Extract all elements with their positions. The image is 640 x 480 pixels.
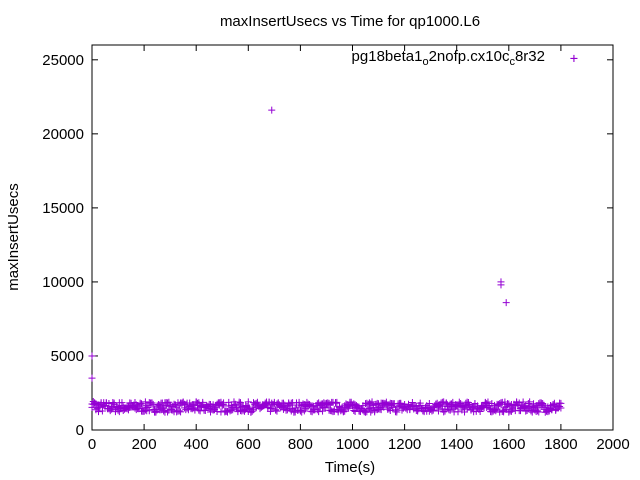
- data-point: [533, 407, 541, 415]
- data-point: [557, 404, 565, 412]
- data-point: [145, 407, 153, 415]
- data-point: [523, 406, 531, 414]
- data-point: [339, 408, 347, 416]
- data-point: [455, 398, 463, 406]
- x-tick-label: 800: [288, 436, 313, 453]
- data-point: [235, 398, 243, 406]
- data-point: [272, 406, 280, 414]
- data-point: [273, 407, 281, 415]
- data-point: [177, 408, 185, 416]
- data-point: [434, 407, 442, 415]
- x-tick-label: 2000: [596, 436, 629, 453]
- data-point: [535, 408, 543, 416]
- legend-label-part-4: c: [509, 56, 515, 68]
- x-tick-label: 400: [184, 436, 209, 453]
- data-point: [141, 398, 149, 406]
- data-point: [248, 407, 256, 415]
- y-tick-label: 25000: [42, 52, 84, 69]
- data-point: [479, 403, 487, 411]
- data-point: [454, 408, 462, 416]
- legend-label-part-1: pg18beta1: [352, 48, 423, 65]
- data-point: [368, 398, 376, 406]
- data-point-outlier: [88, 374, 96, 382]
- data-point: [218, 402, 226, 410]
- data-point: [315, 408, 323, 416]
- y-tick-label: 10000: [42, 274, 84, 291]
- data-point: [136, 399, 144, 407]
- data-point-outlier: [268, 106, 276, 114]
- y-tick-label: 0: [76, 422, 84, 439]
- x-tick-label: 1200: [388, 436, 421, 453]
- data-point: [199, 398, 207, 406]
- x-axis-label: Time(s): [325, 459, 375, 476]
- plot-frame: [91, 44, 614, 431]
- data-point: [88, 403, 96, 411]
- data-point: [95, 408, 103, 416]
- x-tick-label: 200: [132, 436, 157, 453]
- data-point: [332, 399, 340, 407]
- data-point: [425, 400, 433, 408]
- data-point: [437, 402, 445, 410]
- data-point: [113, 403, 121, 411]
- y-tick-label: 15000: [42, 200, 84, 217]
- data-point: [115, 408, 123, 416]
- data-point: [137, 400, 145, 408]
- data-point: [244, 398, 252, 406]
- axis-ticks: 0 200 400 600 800 1000 1200 1400 1600 1800 2000050…: [42, 45, 630, 453]
- x-tick-label: 1400: [440, 436, 473, 453]
- chart-title: maxInsertUsecs vs Time for qp1000.L6: [220, 13, 480, 30]
- legend-label: pg18beta1o2nofp.cx10cc8r32: [352, 48, 545, 68]
- data-point: [442, 399, 450, 407]
- data-point-outlier: [502, 299, 510, 307]
- x-tick-label: 600: [236, 436, 261, 453]
- legend-label-part-2: o: [422, 56, 428, 68]
- x-tick-label: 0: [88, 436, 96, 453]
- x-tick-label: 1800: [544, 436, 577, 453]
- data-point: [446, 406, 454, 414]
- legend-label-part-5: 8r32: [515, 48, 545, 65]
- y-tick-label: 5000: [51, 348, 84, 365]
- data-point: [492, 407, 500, 415]
- data-point: [549, 400, 557, 408]
- x-tick-label: 1000: [336, 436, 369, 453]
- data-point: [242, 402, 250, 410]
- legend: pg18beta1o2nofp.cx10cc8r32: [352, 48, 545, 68]
- data-point: [213, 407, 221, 415]
- data-points: [88, 54, 578, 416]
- data-point: [118, 399, 126, 407]
- data-point: [148, 399, 156, 407]
- legend-marker: [570, 54, 578, 62]
- data-point: [393, 408, 401, 416]
- data-point: [201, 407, 209, 415]
- x-tick-label: 1600: [492, 436, 525, 453]
- data-point: [333, 398, 341, 406]
- legend-label-part-3: 2nofp.cx10c: [429, 48, 510, 65]
- data-point: [429, 406, 437, 414]
- data-point: [212, 404, 220, 412]
- y-tick-label: 20000: [42, 126, 84, 143]
- data-point: [539, 400, 547, 408]
- data-point: [164, 408, 172, 416]
- y-axis-label: maxInsertUsecs: [5, 183, 22, 291]
- data-point-outlier: [497, 281, 505, 289]
- data-point: [165, 398, 173, 406]
- data-point-outlier: [88, 352, 96, 360]
- data-point: [464, 399, 472, 407]
